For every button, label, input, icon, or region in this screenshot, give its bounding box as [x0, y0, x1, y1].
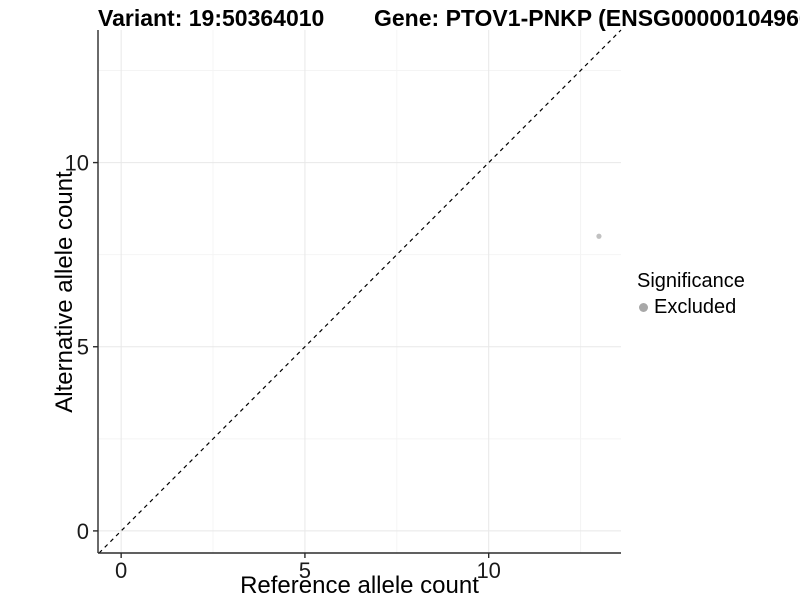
y-tick-label: 5 [77, 335, 89, 360]
legend-title: Significance [637, 270, 745, 292]
data-point [596, 233, 602, 239]
legend-item-label: Excluded [654, 296, 737, 318]
identity-line [98, 29, 622, 554]
excluded-dot-icon [639, 303, 648, 312]
y-tick-label: 10 [65, 151, 89, 176]
legend-item-excluded: Excluded [639, 296, 745, 319]
y-axis-title: Alternative allele count [51, 171, 78, 413]
x-tick-label: 0 [115, 558, 127, 583]
variant-title: Variant: 19:50364010 [98, 5, 325, 31]
x-tick-label: 5 [299, 558, 311, 583]
y-tick-label: 0 [77, 519, 89, 544]
x-axis-title: Reference allele count [240, 572, 479, 599]
legend: Significance Excluded [635, 270, 745, 319]
x-tick-label: 10 [476, 558, 500, 583]
